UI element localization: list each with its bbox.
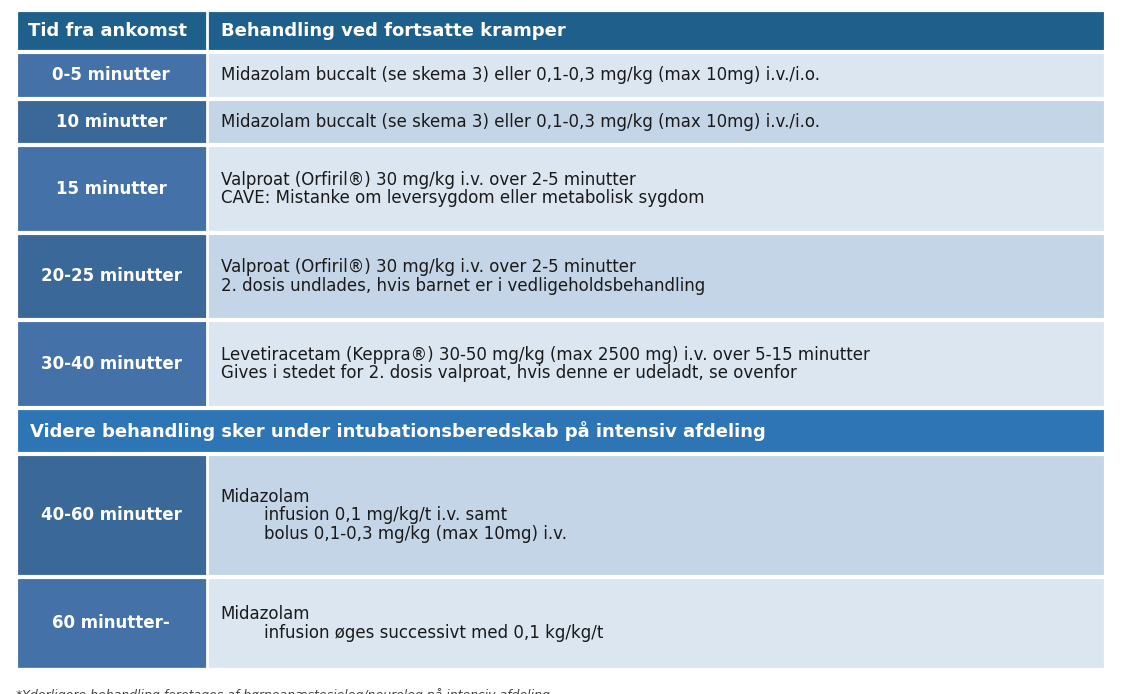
Text: 40-60 minutter: 40-60 minutter bbox=[40, 507, 182, 525]
Bar bbox=[206, 577, 1106, 670]
Bar bbox=[16, 10, 206, 52]
Text: Midazolam: Midazolam bbox=[221, 605, 311, 623]
Bar bbox=[206, 99, 1106, 145]
Text: Levetiracetam (Keppra®) 30-50 mg/kg (max 2500 mg) i.v. over 5-15 minutter: Levetiracetam (Keppra®) 30-50 mg/kg (max… bbox=[221, 346, 870, 364]
Bar bbox=[16, 232, 206, 320]
Bar bbox=[206, 320, 1106, 407]
Bar bbox=[206, 145, 1106, 232]
Text: Valproat (Orfiril®) 30 mg/kg i.v. over 2-5 minutter: Valproat (Orfiril®) 30 mg/kg i.v. over 2… bbox=[221, 171, 636, 189]
Bar bbox=[16, 407, 1106, 455]
Bar bbox=[16, 52, 206, 99]
Bar bbox=[206, 455, 1106, 577]
Text: 2. dosis undlades, hvis barnet er i vedligeholdsbehandling: 2. dosis undlades, hvis barnet er i vedl… bbox=[221, 277, 705, 295]
Text: Videre behandling sker under intubationsberedskab på intensiv afdeling: Videre behandling sker under intubations… bbox=[30, 421, 765, 441]
Text: 30-40 minutter: 30-40 minutter bbox=[40, 355, 182, 373]
Text: infusion 0,1 mg/kg/t i.v. samt: infusion 0,1 mg/kg/t i.v. samt bbox=[265, 507, 507, 525]
Bar bbox=[16, 145, 206, 232]
Text: Valproat (Orfiril®) 30 mg/kg i.v. over 2-5 minutter: Valproat (Orfiril®) 30 mg/kg i.v. over 2… bbox=[221, 258, 636, 276]
Bar bbox=[16, 455, 206, 577]
Text: infusion øges successivt med 0,1 kg/kg/t: infusion øges successivt med 0,1 kg/kg/t bbox=[265, 624, 604, 642]
Bar bbox=[206, 10, 1106, 52]
Text: Midazolam buccalt (se skema 3) eller 0,1-0,3 mg/kg (max 10mg) i.v./i.o.: Midazolam buccalt (se skema 3) eller 0,1… bbox=[221, 113, 820, 131]
Bar bbox=[16, 99, 206, 145]
Text: *Yderligere behandling foretages af børneanæstesiolog/neurolog på intensiv afdel: *Yderligere behandling foretages af børn… bbox=[16, 688, 550, 694]
Text: 20-25 minutter: 20-25 minutter bbox=[40, 267, 182, 285]
Text: Midazolam buccalt (se skema 3) eller 0,1-0,3 mg/kg (max 10mg) i.v./i.o.: Midazolam buccalt (se skema 3) eller 0,1… bbox=[221, 67, 820, 84]
Bar bbox=[206, 52, 1106, 99]
Text: Gives i stedet for 2. dosis valproat, hvis denne er udeladt, se ovenfor: Gives i stedet for 2. dosis valproat, hv… bbox=[221, 364, 797, 382]
Text: CAVE: Mistanke om leversygdom eller metabolisk sygdom: CAVE: Mistanke om leversygdom eller meta… bbox=[221, 189, 705, 208]
Text: 15 minutter: 15 minutter bbox=[56, 180, 167, 198]
Text: bolus 0,1-0,3 mg/kg (max 10mg) i.v.: bolus 0,1-0,3 mg/kg (max 10mg) i.v. bbox=[265, 525, 568, 543]
Text: 10 minutter: 10 minutter bbox=[56, 113, 167, 131]
Text: 60 minutter-: 60 minutter- bbox=[53, 614, 171, 632]
Bar bbox=[206, 232, 1106, 320]
Bar bbox=[16, 320, 206, 407]
Text: Midazolam: Midazolam bbox=[221, 488, 311, 506]
Text: Behandling ved fortsatte kramper: Behandling ved fortsatte kramper bbox=[221, 22, 565, 40]
Text: Tid fra ankomst: Tid fra ankomst bbox=[28, 22, 187, 40]
Text: 0-5 minutter: 0-5 minutter bbox=[53, 67, 171, 84]
Bar bbox=[16, 577, 206, 670]
